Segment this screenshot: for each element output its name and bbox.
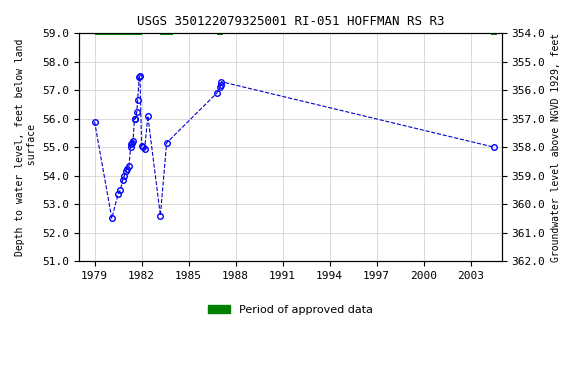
Legend: Period of approved data: Period of approved data: [203, 300, 377, 319]
Bar: [491, 31, 497, 35]
Bar: [160, 31, 173, 35]
Title: USGS 350122079325001 RI-051 HOFFMAN RS R3: USGS 350122079325001 RI-051 HOFFMAN RS R…: [137, 15, 444, 28]
Bar: [217, 31, 223, 35]
Y-axis label: Depth to water level, feet below land
 surface: Depth to water level, feet below land su…: [15, 38, 37, 256]
Y-axis label: Groundwater level above NGVD 1929, feet: Groundwater level above NGVD 1929, feet: [551, 33, 561, 262]
Bar: [94, 31, 142, 35]
